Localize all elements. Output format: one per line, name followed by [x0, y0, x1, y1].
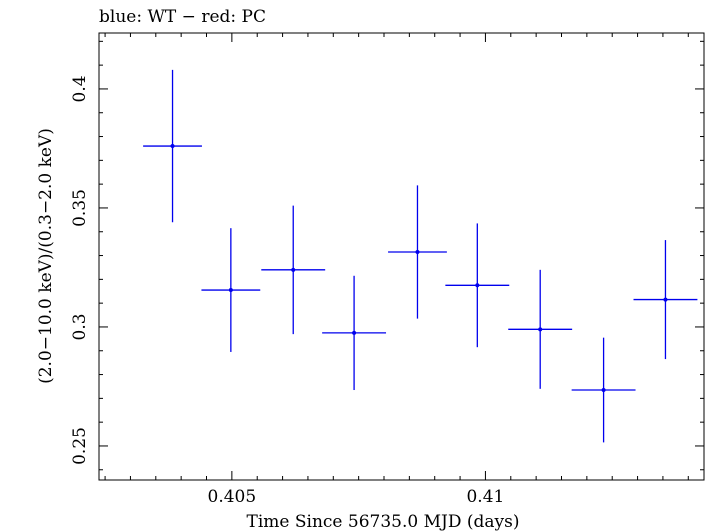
data-point — [475, 283, 480, 288]
data-point — [538, 327, 543, 332]
y-axis-label: (2.0−10.0 keV)/(0.3−2.0 keV) — [36, 128, 56, 384]
data-point — [291, 267, 296, 272]
data-point — [170, 144, 175, 149]
plot-frame — [98, 32, 705, 481]
data-point — [228, 288, 233, 293]
y-tick-label: 0.4 — [70, 75, 90, 102]
y-tick-label: 0.25 — [70, 427, 90, 465]
x-tick-label: 0.41 — [466, 487, 504, 507]
data-point — [663, 297, 668, 302]
x-axis-label: Time Since 56735.0 MJD (days) — [247, 512, 520, 532]
data-point — [601, 388, 606, 393]
chart-title: blue: WT − red: PC — [99, 7, 266, 27]
y-tick-label: 0.35 — [70, 189, 90, 227]
y-tick-label: 0.3 — [70, 313, 90, 340]
data-point — [415, 249, 420, 254]
data-series — [143, 69, 698, 443]
axis-ticks: 0.25 0.3 0.35 0.4 0.405 0.41 — [70, 33, 704, 507]
x-tick-label: 0.405 — [208, 487, 257, 507]
data-point — [352, 330, 357, 335]
